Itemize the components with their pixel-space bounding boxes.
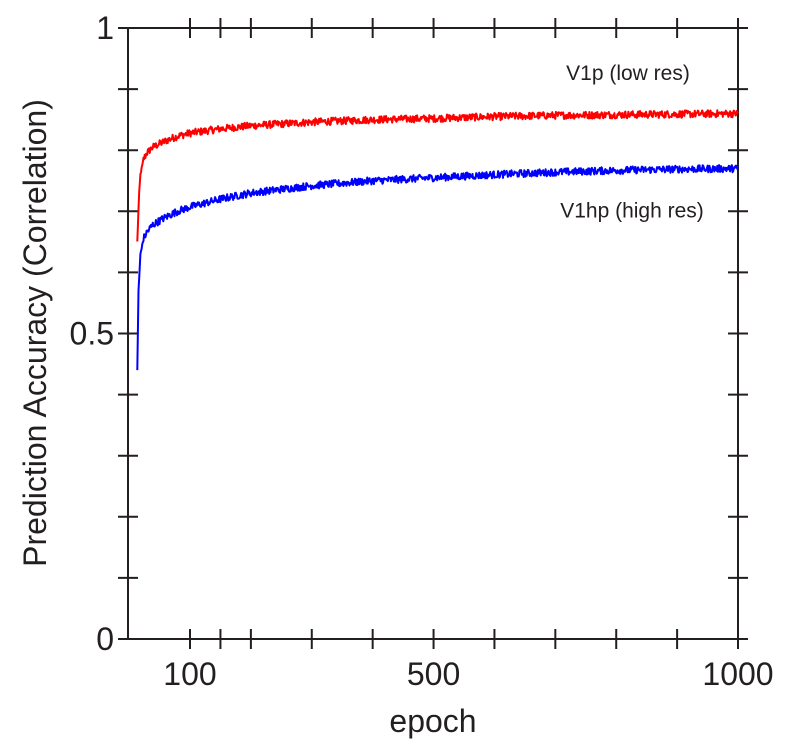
x-axis-ticks	[189, 18, 739, 649]
x-tick-label: 500	[407, 656, 460, 692]
series-layer	[136, 109, 739, 371]
series-line-v1hp	[136, 164, 739, 371]
series-label-v1p: V1p (low res)	[566, 62, 690, 85]
series-labels: V1p (low res) V1hp (high res)	[560, 62, 704, 222]
x-tick-label: 100	[163, 656, 216, 692]
y-tick-label: 1	[96, 10, 114, 46]
y-tick-label: 0.5	[70, 316, 114, 352]
tick-labels: 0 0.5 1 100 500 1000	[70, 10, 774, 692]
y-axis-title: Prediction Accuracy (Correlation)	[17, 99, 53, 567]
y-tick-label: 0	[96, 621, 114, 657]
series-label-v1hp: V1hp (high res)	[560, 199, 704, 222]
x-tick-label: 1000	[702, 656, 773, 692]
x-axis-title: epoch	[389, 703, 476, 739]
series-line-v1p	[136, 109, 739, 242]
